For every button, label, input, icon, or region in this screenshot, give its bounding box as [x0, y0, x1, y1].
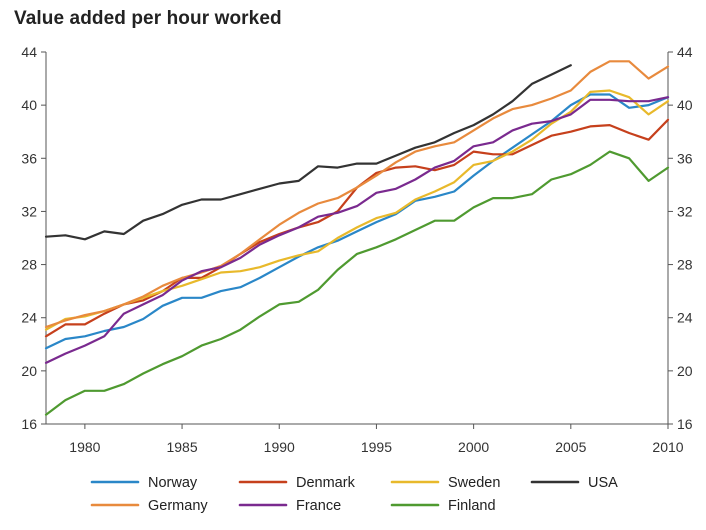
legend-label-usa: USA — [588, 475, 618, 491]
y-tick-label-right: 32 — [677, 203, 693, 219]
x-tick-label: 1990 — [264, 439, 295, 455]
legend-label-denmark: Denmark — [296, 475, 356, 491]
y-tick-label-right: 20 — [677, 363, 693, 379]
legend-label-finland: Finland — [448, 498, 496, 514]
series-line-norway — [44, 93, 670, 350]
legend-label-germany: Germany — [148, 498, 208, 514]
legend: Norway Denmark Sweden USA Germany France Finla… — [90, 475, 618, 514]
x-tick-label: 1995 — [361, 439, 392, 455]
y-tick-label-right: 44 — [677, 44, 693, 60]
tick-labels: 16 16 20 20 24 24 28 28 32 32 36 36 40 40 44 44 1980 1985… — [21, 44, 692, 455]
y-tick-label-left: 32 — [21, 203, 37, 219]
series-line-finland — [44, 150, 670, 416]
x-tick-label: 1980 — [69, 439, 100, 455]
series-lines — [44, 60, 670, 416]
series-line-sweden — [44, 89, 670, 331]
axes — [41, 51, 673, 429]
y-tick-label-left: 40 — [21, 97, 37, 113]
y-tick-label-left: 28 — [21, 257, 37, 273]
y-tick-label-right: 36 — [677, 150, 693, 166]
x-tick-label: 2005 — [555, 439, 586, 455]
y-tick-label-right: 28 — [677, 257, 693, 273]
series-line-usa — [44, 64, 572, 241]
y-tick-label-left: 24 — [21, 310, 37, 326]
legend-label-france: France — [296, 498, 341, 514]
y-tick-label-left: 20 — [21, 363, 37, 379]
y-tick-label-left: 44 — [21, 44, 37, 60]
y-tick-label-left: 16 — [21, 416, 37, 432]
legend-label-sweden: Sweden — [448, 475, 500, 491]
y-tick-label-right: 24 — [677, 310, 693, 326]
series-line-germany — [44, 60, 670, 329]
series-line-france — [44, 96, 670, 364]
legend-label-norway: Norway — [148, 475, 198, 491]
chart-title: Value added per hour worked — [14, 8, 282, 29]
x-tick-label: 1985 — [166, 439, 197, 455]
x-tick-label: 2010 — [652, 439, 683, 455]
y-tick-label-right: 16 — [677, 416, 693, 432]
y-tick-label-right: 40 — [677, 97, 693, 113]
y-tick-label-left: 36 — [21, 150, 37, 166]
x-tick-label: 2000 — [458, 439, 489, 455]
